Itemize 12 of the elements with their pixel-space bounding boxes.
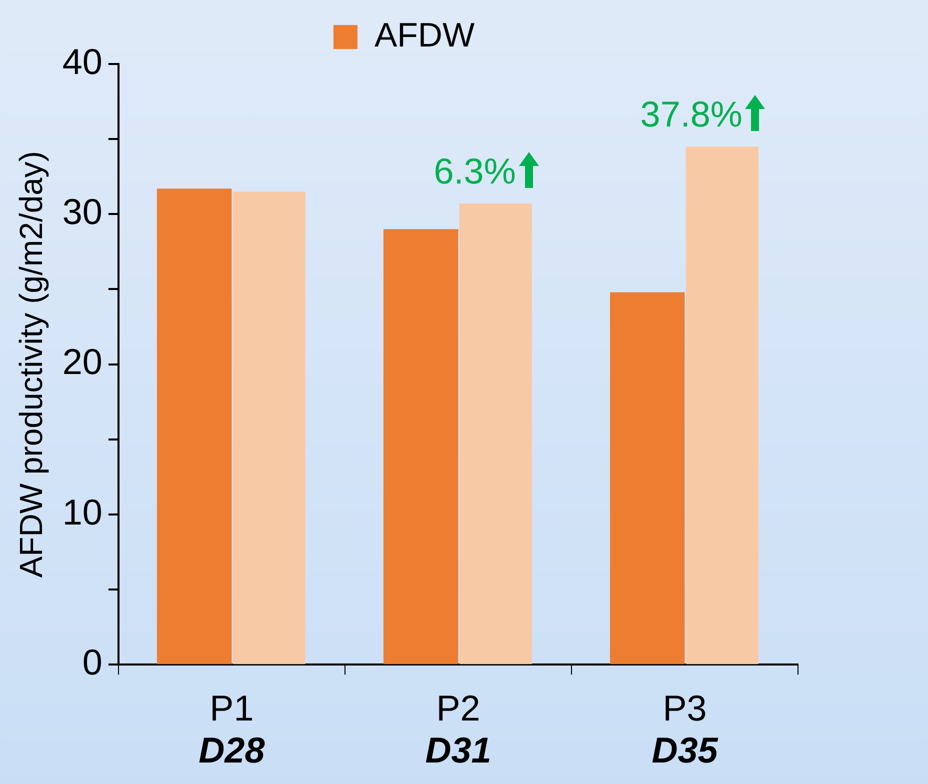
- y-tick-label: 10: [62, 491, 102, 532]
- annotation: 37.8%: [640, 94, 742, 135]
- y-tick-label: 40: [62, 40, 102, 82]
- y-axis-title: AFDW productivity (g/m2/day): [13, 150, 50, 578]
- x-tick-label: P1 D28: [198, 688, 265, 771]
- y-tick-label: 30: [62, 191, 102, 232]
- x-tick-label: P3 D35: [652, 688, 719, 771]
- legend-label: AFDW: [374, 16, 475, 54]
- y-tick-label: 0: [82, 642, 102, 683]
- y-tick-label: 20: [62, 341, 102, 382]
- annotation: 6.3%: [434, 150, 516, 192]
- x-tick-label: P2 D31: [425, 688, 492, 771]
